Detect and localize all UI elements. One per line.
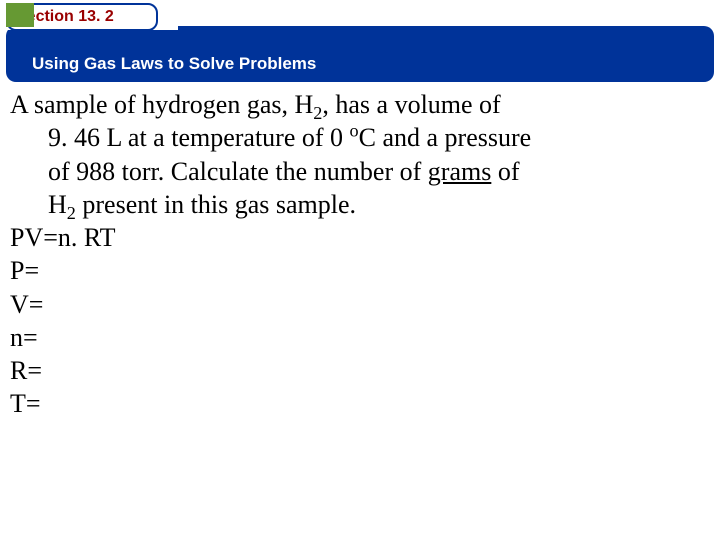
slide-header: Section 13. 2 Using Gas Laws to Solve Pr… [0,0,720,86]
eq-p: P= [10,254,710,287]
eq-t: T= [10,387,710,420]
line1a: A sample of hydrogen gas, H [10,90,313,119]
line1b: , has a volume of [322,90,500,119]
slide-body: A sample of hydrogen gas, H2, has a volu… [0,86,720,421]
eq-v: V= [10,288,710,321]
sup-o: o [350,121,359,141]
line2b: C and a pressure [359,123,532,152]
line4a: H [48,190,67,219]
subtitle-bar: Using Gas Laws to Solve Problems [6,26,714,82]
sub-2b: 2 [67,203,76,223]
line3a: of 988 torr. Calculate the number of [48,157,428,186]
accent-square [6,3,34,27]
line3-u: grams [428,157,492,186]
line2a: 9. 46 L at a temperature of 0 [48,123,350,152]
line4b: present in this gas sample. [76,190,356,219]
subtitle-text: Using Gas Laws to Solve Problems [32,54,316,73]
eq-pv: PV=n. RT [10,221,710,254]
line3b: of [491,157,519,186]
eq-n: n= [10,321,710,354]
eq-r: R= [10,354,710,387]
sub-2a: 2 [313,103,322,123]
problem-text: A sample of hydrogen gas, H2, has a volu… [10,88,710,221]
